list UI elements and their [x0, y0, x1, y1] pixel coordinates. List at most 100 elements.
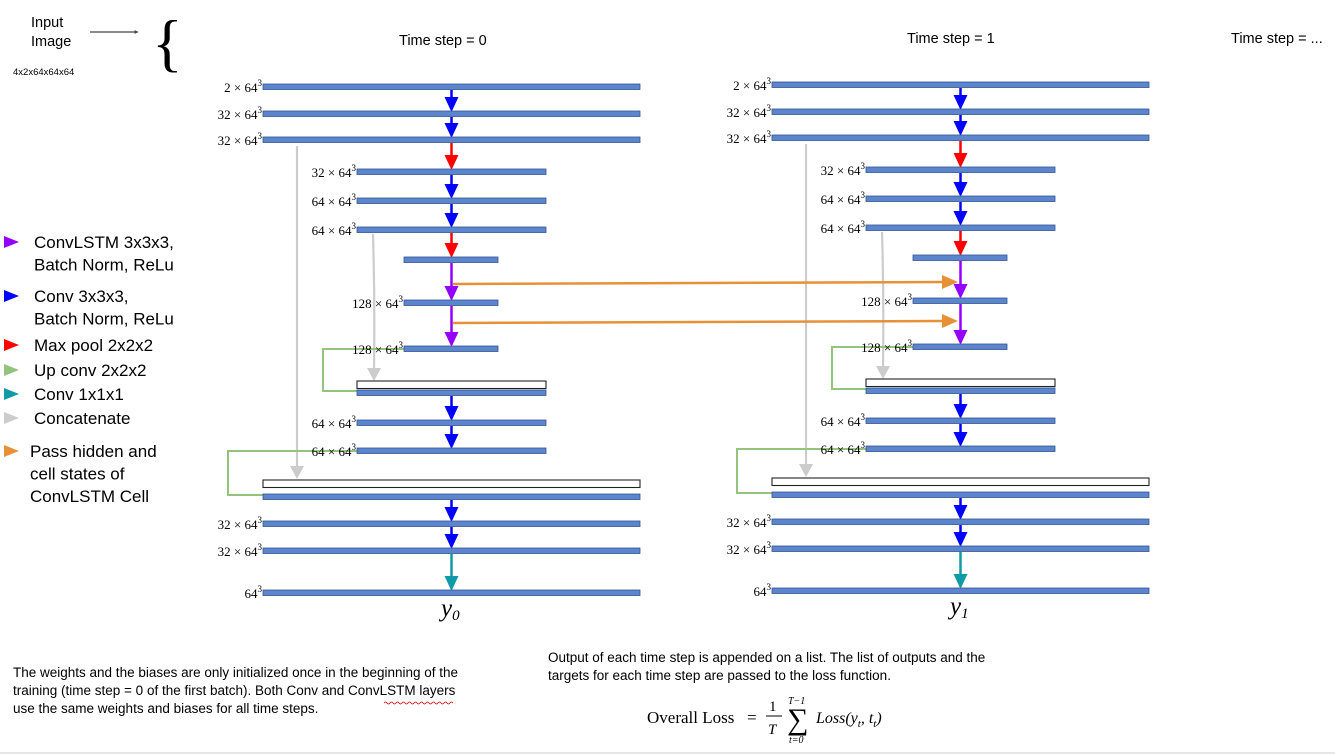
- concat-block-up2: [865, 378, 1056, 388]
- weights-note-line3: use the same weights and biases for all …: [13, 701, 318, 716]
- layer-dec1b: 32 × 643: [727, 540, 1150, 557]
- arrowhead-bot2-to-bot3: [953, 330, 968, 345]
- layer-dec2a: 64 × 643: [312, 414, 547, 431]
- arrow-enc2-to-enc3: [444, 117, 459, 138]
- hidden-arrow-bot2: [452, 314, 958, 328]
- legend-item-3: Up conv 2x2x2: [4, 361, 146, 380]
- layer-bar-bot3: [912, 343, 1008, 350]
- output-note: Output of each time step is appended on …: [548, 650, 985, 683]
- legend-marker-6: [4, 445, 19, 457]
- loss-label: Overall Loss: [647, 708, 734, 727]
- layer-enc2: 32 × 643: [727, 103, 1150, 120]
- dim-label-dec1b: 32 × 643: [218, 542, 263, 559]
- weights-note: The weights and the biases are only init…: [13, 665, 458, 716]
- layer-out: 643: [245, 584, 641, 601]
- layer-bar-enc6: [356, 226, 547, 233]
- layer-enc4: 32 × 643: [821, 161, 1056, 178]
- dim-label-enc4: 32 × 643: [821, 161, 866, 178]
- legend-label-3-0: Up conv 2x2x2: [34, 361, 146, 380]
- dim-label-out: 643: [245, 584, 263, 601]
- legend-item-5: Concatenate: [4, 409, 130, 428]
- arrowhead-enc1-to-enc2: [953, 95, 968, 110]
- arrowhead-enc4-to-enc5: [953, 182, 968, 197]
- arrowhead-enc3-to-enc4: [444, 155, 459, 170]
- arrowhead-dec1b-to-out: [444, 576, 459, 591]
- input-label-line2: Image: [31, 34, 71, 50]
- arrow-enc6-to-bot1: [953, 231, 968, 256]
- arrow-enc4-to-enc5: [953, 173, 968, 197]
- arrow-bot1-to-bot2: [444, 263, 459, 301]
- arrowhead-enc4-to-enc5: [444, 184, 459, 199]
- layer-bot1: [912, 254, 1008, 261]
- dim-label-enc4: 32 × 643: [312, 163, 357, 180]
- legend-marker-0: [4, 236, 19, 248]
- legend-label-6-0: Pass hidden and: [30, 442, 157, 461]
- layer-bar-enc1: [262, 83, 641, 90]
- dim-label-dec2a: 64 × 643: [821, 412, 866, 429]
- network-timestep-0: 2 × 643 32 × 643 32 × 643 32 × 643 64 × 643 6…: [218, 78, 641, 624]
- legend-marker-4: [4, 388, 19, 400]
- layer-bar-out: [262, 589, 641, 596]
- concat-block-up2: [356, 380, 547, 390]
- legend-label-0-1: Batch Norm, ReLu: [34, 256, 174, 275]
- layer-bar-enc5: [865, 195, 1056, 202]
- arrow-enc1-to-enc2: [444, 90, 459, 112]
- dim-label-enc5: 64 × 643: [312, 192, 357, 209]
- layer-bar-dec2a: [865, 417, 1056, 424]
- layer-bot3: 128 × 643: [861, 338, 1008, 355]
- legend-label-5-0: Concatenate: [34, 409, 130, 428]
- layer-enc5: 64 × 643: [821, 190, 1056, 207]
- layer-bar-enc2: [771, 108, 1150, 115]
- layer-bar-enc5: [356, 197, 547, 204]
- dim-label-bot3: 128 × 643: [861, 338, 912, 355]
- layer-bot2: 128 × 643: [861, 292, 1008, 309]
- legend-label-1-1: Batch Norm, ReLu: [34, 310, 174, 329]
- arrowhead-up1-to-dec1a: [444, 507, 459, 522]
- arrow-enc6-to-bot1: [444, 233, 459, 258]
- skip-concat-arrow-level2: [367, 233, 381, 381]
- layer-bar-out: [771, 587, 1150, 594]
- hidden-state-arrows: [452, 275, 958, 328]
- output-note-line2: targets for each time step are passed to…: [548, 668, 891, 683]
- layer-bar-up1: [262, 493, 641, 500]
- dim-label-enc6: 64 × 643: [312, 221, 357, 238]
- legend-label-6-2: ConvLSTM Cell: [30, 487, 149, 506]
- dim-label-out: 643: [754, 582, 772, 599]
- loss-formula: Overall Loss = 1 T T−1 ∑ t=0 Loss(yt, tt…: [647, 696, 882, 746]
- layer-enc3: 32 × 643: [218, 131, 641, 148]
- dim-label-dec2a: 64 × 643: [312, 414, 357, 431]
- layer-bar-bot1: [403, 256, 499, 263]
- skip-concat-arrow-level1: [290, 146, 304, 479]
- arrowhead-enc2-to-enc3: [953, 121, 968, 136]
- legend-item-1: Conv 3x3x3, Batch Norm, ReLu: [4, 287, 174, 329]
- layer-bar-dec2a: [356, 419, 547, 426]
- dim-label-dec2b: 64 × 643: [312, 442, 357, 459]
- layer-bar-dec1a: [771, 518, 1150, 525]
- layer-enc1: 2 × 643: [733, 76, 1150, 93]
- dim-label-dec1a: 32 × 643: [218, 515, 263, 532]
- arrowhead-enc1-to-enc2: [444, 97, 459, 112]
- dim-label-dec1a: 32 × 643: [727, 513, 772, 530]
- arrow-up2-to-dec2a: [444, 396, 459, 421]
- legend-marker-1: [4, 290, 19, 302]
- layer-dec2a: 64 × 643: [821, 412, 1056, 429]
- arrowhead-dec2a-to-dec2b: [444, 434, 459, 449]
- layer-dec2b: 64 × 643: [312, 442, 547, 459]
- arrow-enc1-to-enc2: [953, 88, 968, 110]
- layer-bar-enc1: [771, 81, 1150, 88]
- skip-concat-arrow-level2: [876, 231, 890, 379]
- upconv-connector-level1: [227, 450, 357, 496]
- layer-bot2: 128 × 643: [352, 294, 499, 311]
- arrow-up1-to-dec1a: [953, 498, 968, 520]
- layer-enc5: 64 × 643: [312, 192, 547, 209]
- arrowhead-dec1b-to-out: [953, 574, 968, 589]
- layer-dec1a: 32 × 643: [727, 513, 1150, 530]
- dim-label-bot3: 128 × 643: [352, 340, 403, 357]
- legend-label-4-0: Conv 1x1x1: [34, 385, 124, 404]
- layer-bar-bot2: [912, 297, 1008, 304]
- input-block: Input Image 4x2x64x64x64 {: [13, 7, 183, 78]
- legend-label-0-0: ConvLSTM 3x3x3,: [34, 233, 174, 252]
- layer-up1: [771, 477, 1150, 498]
- legend-item-4: Conv 1x1x1: [4, 385, 124, 404]
